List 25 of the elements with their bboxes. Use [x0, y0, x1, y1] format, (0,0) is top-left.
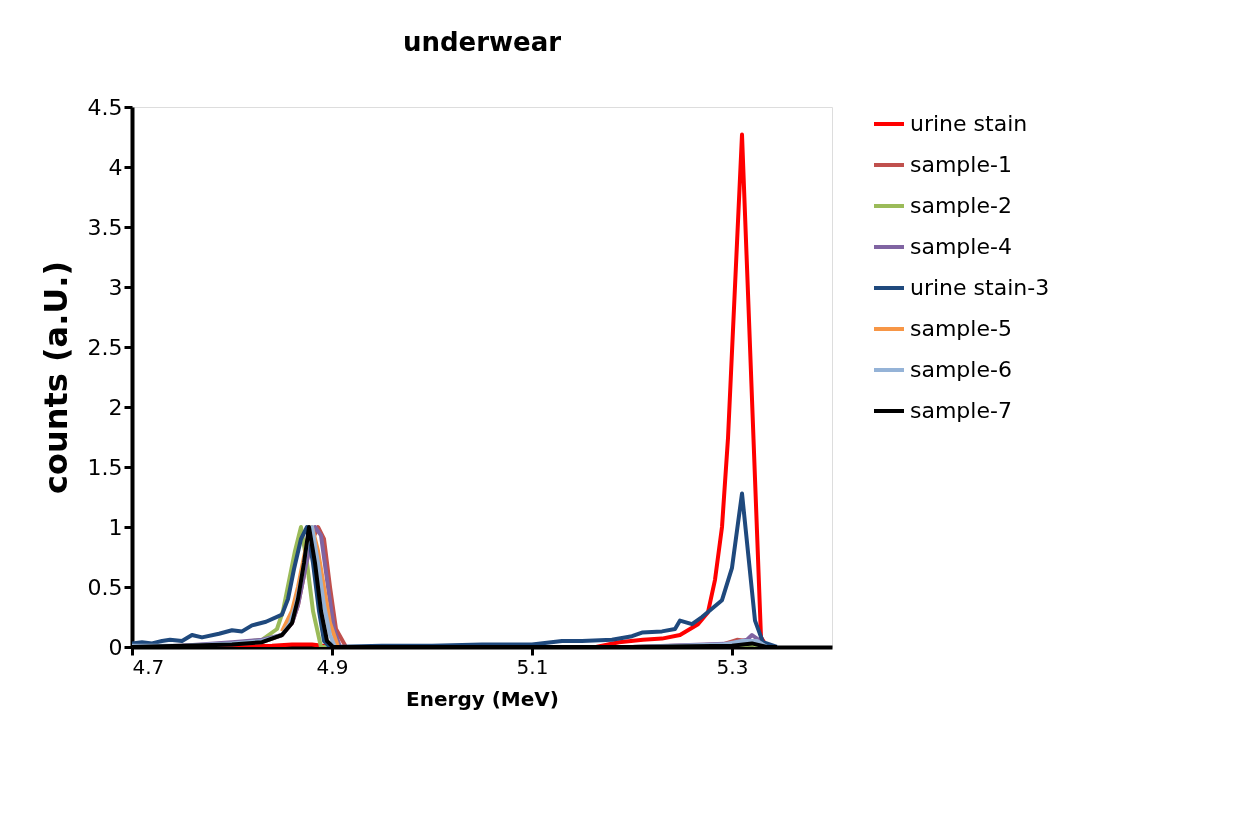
- legend-label: sample-1: [910, 152, 1012, 177]
- x-tick-label: 5.3: [716, 654, 749, 679]
- y-tick-label: 4.5: [87, 94, 123, 120]
- y-tick-label: 1.5: [87, 454, 123, 480]
- y-tick-label: 1: [108, 514, 123, 540]
- legend-label: urine stain: [910, 111, 1028, 136]
- y-tick-label: 2.5: [87, 334, 123, 360]
- y-tick-label: 2: [108, 394, 123, 420]
- x-tick-label: 4.9: [316, 654, 349, 679]
- legend-label: urine stain-3: [910, 275, 1050, 300]
- legend-label: sample-2: [910, 193, 1012, 218]
- y-tick-label: 3: [108, 274, 123, 300]
- y-tick-label: 3.5: [87, 214, 123, 240]
- legend-label: sample-7: [910, 398, 1012, 423]
- legend-label: sample-4: [910, 234, 1012, 259]
- legend-label: sample-6: [910, 357, 1012, 382]
- x-tick-label: 5.1: [516, 654, 549, 679]
- y-tick-label: 0: [108, 634, 123, 660]
- x-axis-title: Energy (MeV): [406, 686, 559, 711]
- legend-label: sample-5: [910, 316, 1012, 341]
- y-tick-label: 4: [108, 154, 123, 180]
- y-axis-title: counts (a.U.): [36, 260, 75, 495]
- chart-title: underwear: [402, 27, 562, 57]
- x-tick-label: 4.7: [132, 654, 165, 679]
- y-tick-label: 0.5: [87, 574, 123, 600]
